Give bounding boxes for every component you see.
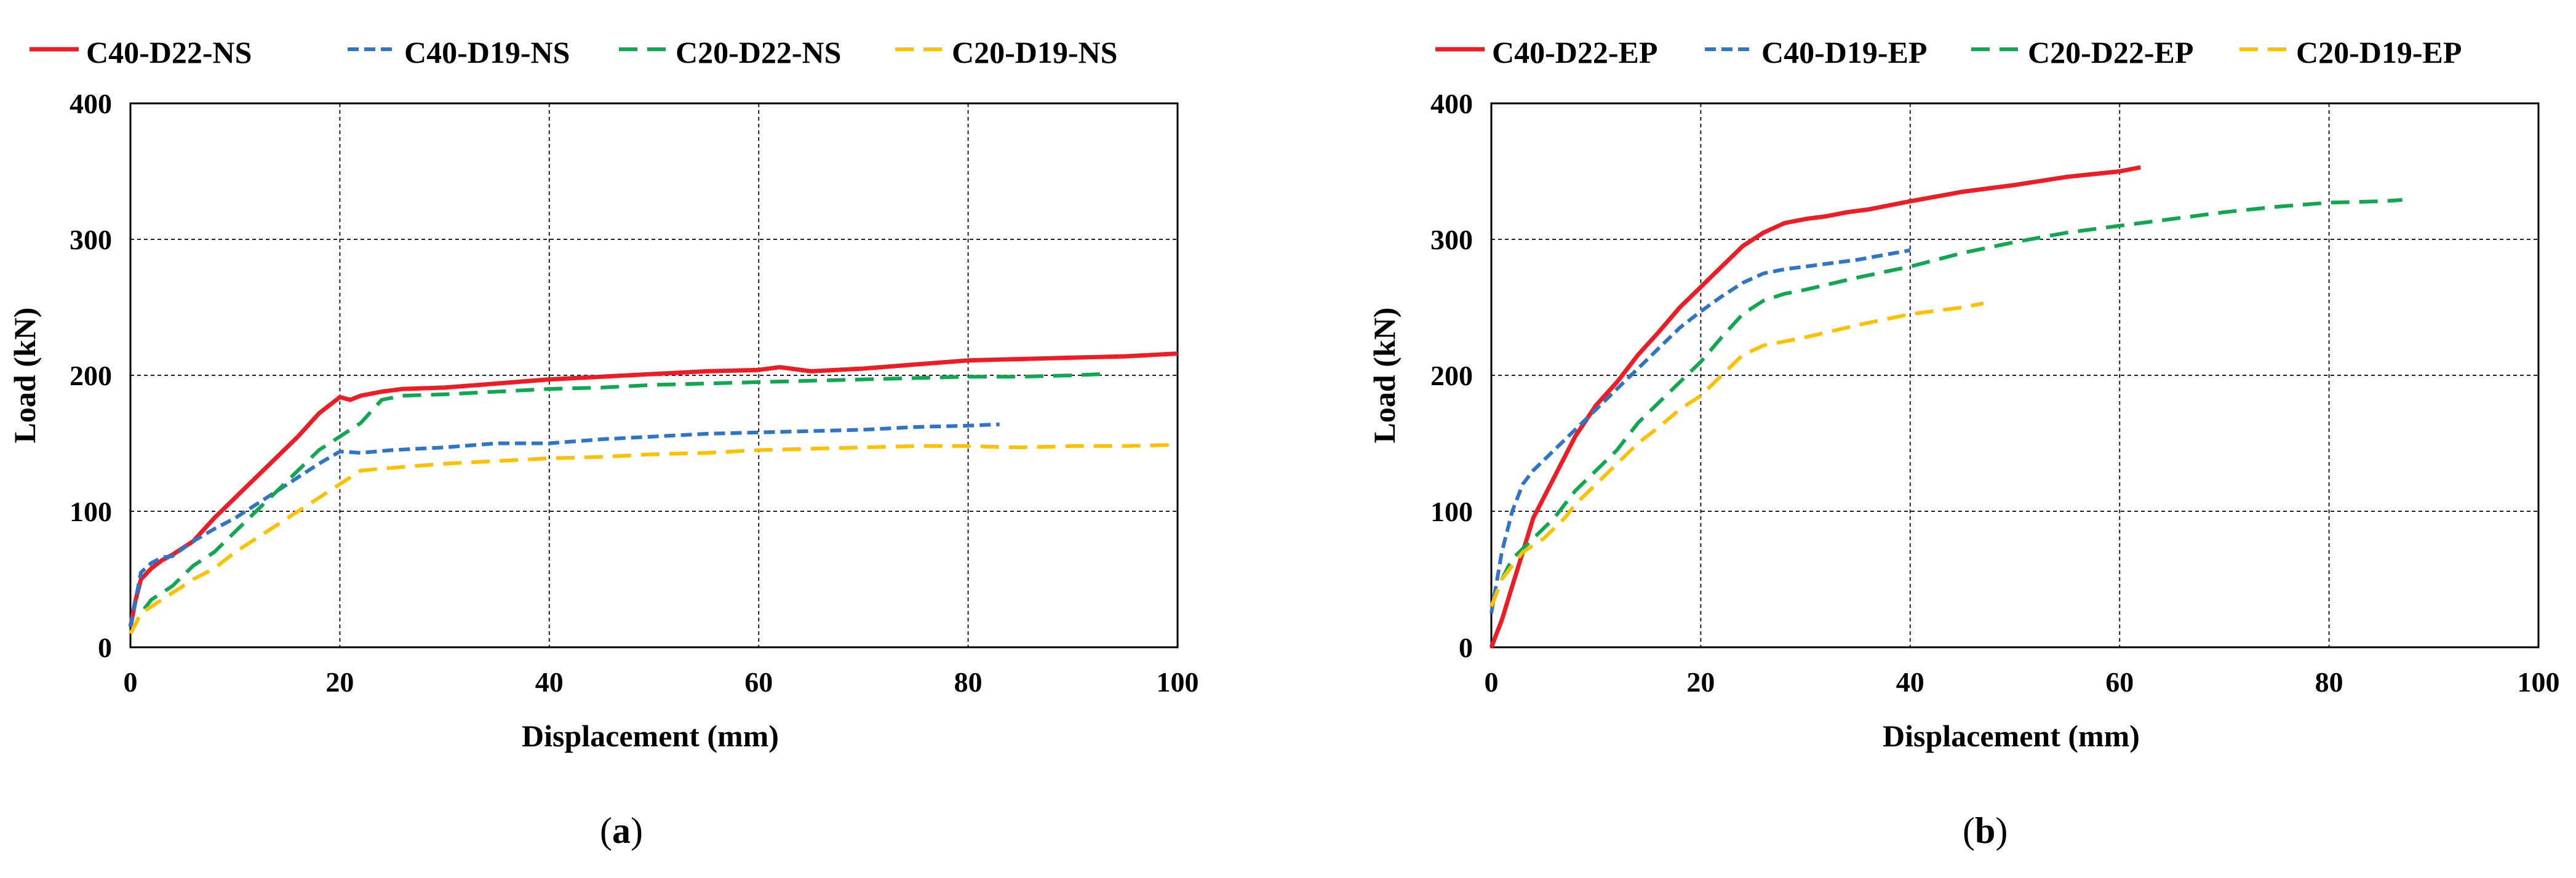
- x-tick-label: 80: [954, 666, 983, 698]
- series-line-c40-d19-ns: [129, 422, 1000, 628]
- y-tick-label: 0: [1459, 632, 1473, 663]
- x-tick-label: 20: [325, 666, 354, 698]
- chart-panel-a: 0 20 40 60 80 100 0 100 200 300 400 Displacement (m…: [7, 35, 1199, 851]
- series-line-c20-d19-ns: [129, 442, 1178, 635]
- x-tick-label: 20: [1686, 666, 1715, 698]
- y-tick-label: 200: [1430, 360, 1473, 391]
- y-tick-label: 400: [1430, 88, 1473, 119]
- x-tick-label: 80: [2315, 666, 2343, 698]
- x-tick-label: 40: [1896, 666, 1924, 698]
- legend: C40-D22-EP C40-D19-EP C20-D22-EP C20-D19-EP: [1435, 35, 2462, 70]
- y-tick-label: 300: [70, 224, 112, 255]
- series-line-c20-d22-ns: [129, 372, 1105, 635]
- y-tick-label: 100: [70, 496, 112, 527]
- legend-label: C20-D19-NS: [952, 35, 1117, 70]
- legend-label: C20-D22-NS: [676, 35, 841, 70]
- x-tick-label: 100: [1157, 666, 1199, 698]
- legend: C40-D22-NS C40-D19-NS C20-D22-NS C20-D19-NS: [30, 35, 1117, 70]
- y-tick-label: 400: [70, 88, 112, 119]
- y-axis-title: Load (kN): [1367, 308, 1402, 444]
- series-line-c20-d22-ep: [1489, 198, 2403, 607]
- legend-label: C40-D19-EP: [1761, 35, 1927, 70]
- x-axis-title: Displacement (mm): [522, 719, 779, 753]
- x-tick-label: 0: [124, 666, 138, 698]
- x-tick-label: 40: [535, 666, 564, 698]
- series-line-c40-d22-ep: [1489, 165, 2141, 649]
- panel-letter: a: [612, 810, 631, 851]
- plot-frame: [129, 102, 1179, 649]
- x-axis-title: Displacement (mm): [1883, 719, 2140, 753]
- series-line-c40-d19-ep: [1489, 248, 1911, 614]
- legend-label: C40-D22-NS: [86, 35, 252, 70]
- chart-panel-b: 0 20 40 60 80 100 0 100 200 300 400 Displacement (m…: [1367, 35, 2560, 851]
- plot-frame: [1490, 102, 2540, 649]
- y-tick-label: 0: [98, 632, 112, 663]
- x-tick-label: 60: [2105, 666, 2134, 698]
- legend-label: C20-D19-EP: [2296, 35, 2462, 70]
- y-tick-label: 100: [1430, 496, 1473, 527]
- y-tick-label: 300: [1430, 224, 1473, 255]
- x-tick-label: 0: [1485, 666, 1499, 698]
- x-tick-label: 60: [744, 666, 773, 698]
- series-line-c20-d19-ep: [1489, 301, 1984, 607]
- y-axis-title: Load (kN): [7, 308, 42, 444]
- legend-label: C40-D22-EP: [1492, 35, 1657, 70]
- panel-label: (a): [600, 810, 643, 851]
- legend-label: C40-D19-NS: [404, 35, 570, 70]
- panel-letter: b: [1975, 810, 1995, 851]
- y-tick-label: 200: [70, 360, 112, 391]
- panel-label: (b): [1963, 810, 2008, 851]
- legend-label: C20-D22-EP: [2028, 35, 2193, 70]
- series-line-c40-d22-ns: [128, 351, 1178, 628]
- x-tick-label: 100: [2518, 666, 2560, 698]
